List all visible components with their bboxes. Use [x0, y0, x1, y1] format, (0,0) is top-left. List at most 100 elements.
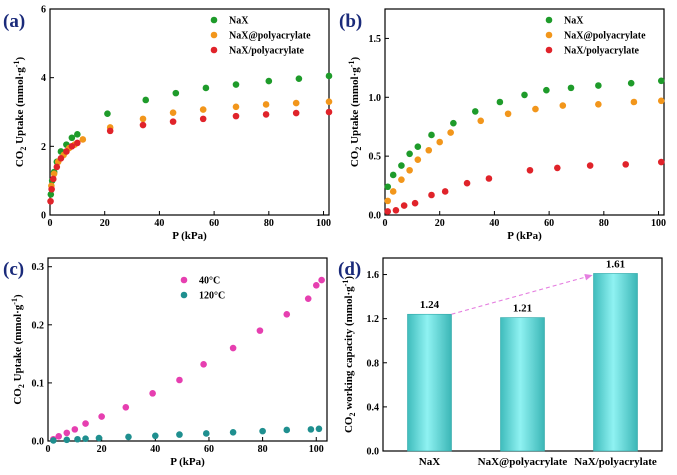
legend-marker — [545, 46, 553, 54]
y-axis-label: CO2 Uptake (mmol·g-1) — [10, 294, 26, 405]
data-point-3 — [49, 175, 57, 183]
bar-1 — [407, 313, 452, 452]
legend-marker — [210, 31, 218, 39]
data-point-1 — [657, 77, 665, 85]
x-tick-label: 60 — [209, 218, 219, 229]
panel-label: (d) — [338, 259, 361, 280]
data-point-2 — [532, 105, 539, 113]
legend-label: NaX — [564, 16, 584, 27]
x-tick-label: 20 — [435, 218, 445, 229]
x-tick-label: 0 — [48, 218, 53, 229]
data-point-1 — [414, 143, 422, 151]
data-point-3 — [57, 155, 65, 162]
data-point-2 — [139, 115, 147, 123]
data-point-2 — [477, 117, 485, 125]
data-point-1 — [384, 183, 392, 191]
data-point-1 — [295, 75, 303, 82]
data-point-1 — [543, 86, 550, 94]
data-point-1 — [428, 131, 435, 139]
y-tick-label: 4 — [41, 73, 46, 84]
legend-label: NaX@polyacrylate — [229, 31, 311, 42]
trend-arrow — [451, 274, 593, 315]
x-axis-label: P (kPa) — [170, 456, 205, 468]
y-tick-label: 0.0 — [32, 437, 45, 448]
y-tick-label: 6 — [41, 5, 46, 16]
chart-panel-2: (b) 0.0 0.5 1.0 1.5 0 20 40 60 80 100 P (kPa) CO2 Up… — [339, 8, 666, 242]
data-point-3 — [441, 188, 449, 195]
data-point-1 — [47, 191, 55, 198]
data-point-2 — [595, 101, 602, 108]
data-point-2 — [63, 436, 71, 444]
data-point-2 — [262, 101, 270, 108]
x-tick-label: 80 — [599, 218, 609, 229]
y-tick-label: 0.5 — [369, 152, 382, 163]
panel-label: (a) — [3, 11, 25, 32]
data-point-2 — [125, 433, 132, 441]
legend-label: NaX@polyacrylate — [564, 31, 646, 42]
legend-marker — [545, 31, 553, 39]
data-point-3 — [47, 197, 54, 205]
y-tick-label: 0.2 — [32, 320, 45, 331]
data-point-3 — [53, 163, 61, 171]
x-tick-label: 60 — [544, 218, 554, 229]
y-tick-label: 2 — [41, 142, 46, 153]
data-point-3 — [232, 112, 240, 120]
data-point-1 — [318, 276, 325, 284]
data-point-1 — [98, 413, 105, 420]
data-point-3 — [74, 139, 81, 147]
data-point-2 — [315, 425, 323, 433]
data-point-1 — [55, 433, 63, 440]
data-point-3 — [526, 166, 534, 174]
data-point-2 — [447, 129, 454, 136]
data-point-2 — [202, 430, 210, 437]
data-point-1 — [172, 89, 180, 97]
data-point-1 — [63, 429, 71, 437]
x-tick-label: 60 — [204, 444, 214, 455]
legend-label: NaX/polyacrylate — [229, 46, 305, 57]
y-tick-label: 0.1 — [32, 378, 45, 389]
x-tick-label: 80 — [264, 218, 274, 229]
data-point-3 — [68, 143, 76, 150]
data-point-2 — [398, 176, 405, 183]
data-point-3 — [106, 127, 114, 135]
data-point-3 — [463, 179, 471, 187]
data-point-1 — [229, 344, 237, 352]
data-point-2 — [657, 97, 665, 105]
data-point-3 — [63, 148, 70, 155]
y-tick-label: 0.0 — [369, 211, 382, 222]
legend-marker — [210, 16, 218, 24]
data-point-2 — [169, 109, 177, 116]
bar-3 — [593, 273, 638, 452]
legend-label: 120°C — [199, 291, 225, 302]
data-point-3 — [169, 118, 177, 125]
y-axis-label: CO2 working capacity (mmol·g-1) — [341, 276, 357, 433]
data-point-3 — [400, 202, 408, 209]
data-point-1 — [74, 131, 81, 138]
data-point-3 — [554, 164, 561, 172]
data-point-2 — [504, 110, 512, 118]
x-category-label: NaX@polyacrylate — [478, 456, 568, 468]
y-tick-label: 0.4 — [367, 402, 380, 413]
x-tick-label: 100 — [316, 218, 331, 229]
data-point-2 — [292, 99, 300, 107]
data-point-2 — [406, 166, 413, 174]
data-point-1 — [627, 79, 635, 87]
data-point-1 — [567, 84, 575, 92]
chart-panel-4: (d) 0.0 0.4 0.8 1.2 1.6 CO2 working capacity (… — [338, 257, 663, 468]
data-point-3 — [411, 199, 419, 207]
bar-value-label: 1.61 — [606, 258, 625, 270]
data-point-1 — [71, 426, 79, 433]
data-point-1 — [496, 98, 504, 106]
data-point-2 — [79, 136, 87, 143]
x-tick-label: 80 — [258, 444, 268, 455]
data-point-1 — [283, 311, 291, 318]
data-point-3 — [292, 109, 300, 117]
y-tick-label: 1.0 — [369, 93, 382, 104]
legend-marker — [180, 276, 188, 284]
y-tick-label: 0.8 — [367, 358, 380, 369]
data-point-2 — [414, 156, 422, 163]
data-point-3 — [199, 115, 207, 123]
data-point-3 — [139, 121, 147, 129]
x-axis-label: P (kPa) — [507, 230, 542, 242]
